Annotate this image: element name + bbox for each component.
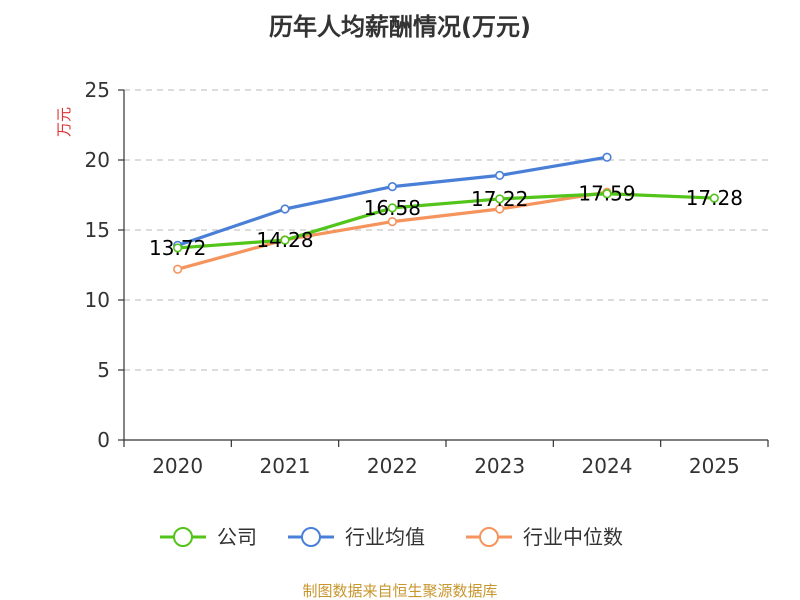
x-tick-label: 2021 — [260, 454, 311, 478]
axes — [118, 89, 769, 447]
x-tick-labels: 2020 2021 2022 2023 2024 2025 — [152, 454, 740, 478]
data-labels: 13.72 14.28 16.58 17.22 17.59 17.28 — [149, 182, 743, 260]
data-label: 16.58 — [364, 196, 421, 220]
data-point[interactable] — [602, 152, 612, 162]
data-label: 17.22 — [471, 187, 528, 211]
legend-marker — [173, 527, 193, 547]
legend-marker — [479, 527, 499, 547]
data-point[interactable] — [495, 194, 505, 204]
data-label: 14.28 — [256, 228, 313, 252]
data-point[interactable] — [173, 264, 183, 274]
legend-label: 行业中位数 — [523, 525, 623, 549]
y-tick-label: 20 — [85, 148, 110, 172]
data-point[interactable] — [709, 193, 719, 203]
legend-marker — [301, 527, 321, 547]
y-tick-label: 0 — [97, 428, 110, 452]
data-point[interactable] — [495, 204, 505, 214]
data-label: 17.59 — [578, 182, 635, 206]
y-tick-label: 25 — [85, 78, 110, 102]
data-point[interactable] — [495, 170, 505, 180]
data-label: 17.28 — [686, 186, 743, 210]
data-point[interactable] — [387, 217, 397, 227]
series-line-0 — [177, 192, 715, 250]
data-point[interactable] — [280, 235, 290, 245]
x-tick-label: 2023 — [474, 454, 525, 478]
x-tick-label: 2020 — [152, 454, 203, 478]
data-label: 13.72 — [149, 236, 206, 260]
source-note: 制图数据来自恒生聚源数据库 — [302, 582, 497, 600]
y-tick-labels: 0 5 10 15 20 25 — [85, 78, 110, 452]
legend-item-1[interactable]: 行业均值 — [288, 525, 425, 549]
y-tick-label: 10 — [85, 288, 110, 312]
x-tick-label: 2025 — [689, 454, 740, 478]
data-point[interactable] — [173, 243, 183, 253]
y-tick-label: 15 — [85, 218, 110, 242]
legend[interactable]: 公司 行业均值 行业中位数 — [160, 525, 623, 549]
legend-label: 行业均值 — [345, 525, 425, 549]
chart-title: 历年人均薪酬情况(万元) — [269, 13, 531, 41]
gridlines — [124, 89, 768, 371]
legend-item-2[interactable]: 行业中位数 — [466, 525, 623, 549]
data-point[interactable] — [387, 182, 397, 192]
data-point[interactable] — [387, 203, 397, 213]
legend-label: 公司 — [217, 525, 257, 549]
y-axis-label: 万元 — [55, 107, 73, 137]
legend-item-0[interactable]: 公司 — [160, 525, 257, 549]
series-lines — [173, 152, 719, 274]
x-tick-label: 2022 — [367, 454, 418, 478]
y-tick-label: 5 — [97, 358, 110, 382]
x-tick-label: 2024 — [582, 454, 633, 478]
data-point[interactable] — [602, 189, 612, 199]
data-point[interactable] — [280, 204, 290, 214]
